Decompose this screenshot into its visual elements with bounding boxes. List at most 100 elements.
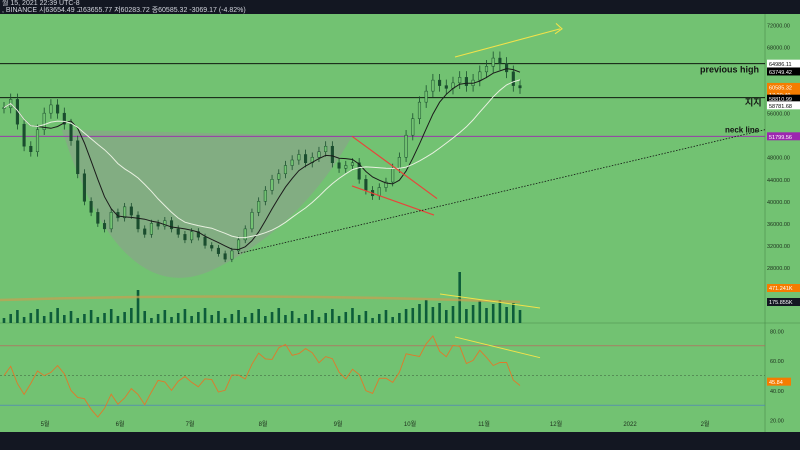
candle: [324, 145, 328, 152]
price-label-text: 51799.56: [769, 135, 792, 141]
volume-bar: [257, 309, 260, 323]
volume-bar: [391, 317, 394, 323]
candle: [478, 71, 482, 81]
candle: [290, 159, 294, 166]
volume-bar: [398, 313, 401, 323]
candle: [156, 223, 160, 227]
volume-bar: [210, 315, 214, 323]
time-tick-label: 5월: [41, 420, 50, 428]
candle: [82, 173, 86, 202]
volume-bar: [197, 312, 200, 323]
candle: [458, 77, 462, 84]
volume-bar: [223, 318, 227, 323]
chart-date-label: 월 15, 2021 22:39 UTC-8: [2, 0, 80, 7]
candle: [417, 101, 422, 119]
volume-bar: [116, 316, 120, 323]
volume-bar: [156, 314, 160, 323]
volume-bar: [351, 308, 354, 323]
volume-bar: [42, 316, 46, 323]
volume-bar: [478, 301, 482, 323]
candle: [2, 107, 6, 109]
candle: [223, 253, 227, 260]
wedge-lower-line: [351, 185, 435, 216]
volume-bar: [518, 310, 522, 323]
time-tick-label: 12월: [550, 420, 562, 428]
volume-bar: [371, 318, 374, 323]
volume-bar: [2, 318, 6, 323]
volume-bar: [36, 309, 39, 323]
price-label-box: [767, 94, 800, 103]
price-label-text: 58781.68: [769, 104, 792, 110]
volume-bar: [190, 316, 193, 323]
candle: [123, 206, 127, 219]
volume-bar: [143, 311, 147, 323]
volume-bar: [277, 308, 281, 323]
ohlc-readout: , BINANCE 시63654.49 고63655.77 저60283.72 …: [2, 7, 246, 14]
volume-bar: [22, 317, 26, 323]
volume-bar: [451, 306, 455, 323]
candle: [42, 112, 46, 130]
candle: [330, 145, 334, 164]
price-label-box: [767, 67, 800, 76]
price-tick-label: 32000.00: [767, 244, 790, 250]
candle: [102, 223, 107, 230]
volume-bar: [511, 303, 515, 323]
time-tick-label: 10월: [404, 420, 416, 428]
wedge-upper-line: [351, 135, 438, 200]
volume-bar: [471, 305, 475, 323]
price-tick-label: 40000.00: [767, 200, 790, 206]
volume-bar: [424, 300, 428, 323]
candle: [149, 223, 153, 235]
rsi-tick-label: 40.00: [770, 389, 784, 395]
price-label-text: 58810.99: [769, 97, 792, 103]
candle: [76, 140, 80, 175]
volume-bar: [123, 312, 126, 323]
volume-bar: [331, 309, 334, 323]
time-tick-label: 7월: [186, 420, 195, 428]
volume-bar: [485, 308, 488, 323]
volume-bar: [324, 313, 327, 323]
volume-ma-line: [0, 295, 521, 304]
volume-bar: [264, 316, 267, 323]
candle: [243, 228, 247, 241]
volume-bar: [56, 308, 59, 323]
volume-bar: [384, 310, 388, 323]
price-label-text: 60585.32: [769, 85, 792, 91]
candle: [163, 220, 167, 227]
neck-line-label: neck line: [725, 125, 760, 134]
volume-bar: [243, 317, 247, 323]
price-label-box: [767, 132, 800, 141]
time-tick-label: 6월: [116, 420, 125, 428]
volume-bar: [418, 304, 421, 323]
volume-bar: [69, 311, 73, 323]
volume-bar: [317, 317, 321, 323]
volume-bar: [404, 309, 408, 323]
volume-bar: [270, 312, 274, 323]
candle: [62, 112, 66, 125]
volume-bar: [230, 314, 234, 323]
volume-bar: [310, 310, 314, 323]
candle: [283, 165, 288, 175]
volume-bar: [237, 310, 240, 323]
volume-bar: [150, 318, 153, 323]
candle: [511, 71, 515, 86]
candle: [69, 123, 73, 141]
cup-shading: [62, 129, 352, 278]
volume-bar: [444, 310, 448, 323]
price-label-box: [767, 59, 800, 68]
rsi-value-label: 45.84: [769, 380, 783, 386]
volume-bar: [411, 308, 415, 323]
candle: [109, 212, 113, 230]
volume-bar: [284, 315, 287, 323]
rsi-tick-label: 80.00: [770, 330, 784, 336]
volume-bar: [297, 318, 301, 323]
candle: [129, 206, 133, 216]
price-label-text: 63749.42: [769, 70, 792, 76]
time-tick-label: 9월: [334, 420, 343, 428]
volume-bar: [465, 309, 468, 323]
price-chart[interactable]: 72000.0068000.0064000.0060000.0056000.00…: [0, 14, 800, 432]
candle: [444, 85, 448, 89]
candle: [505, 63, 509, 73]
previous-high-label: previous high: [700, 65, 759, 75]
volume-bar: [49, 312, 53, 323]
